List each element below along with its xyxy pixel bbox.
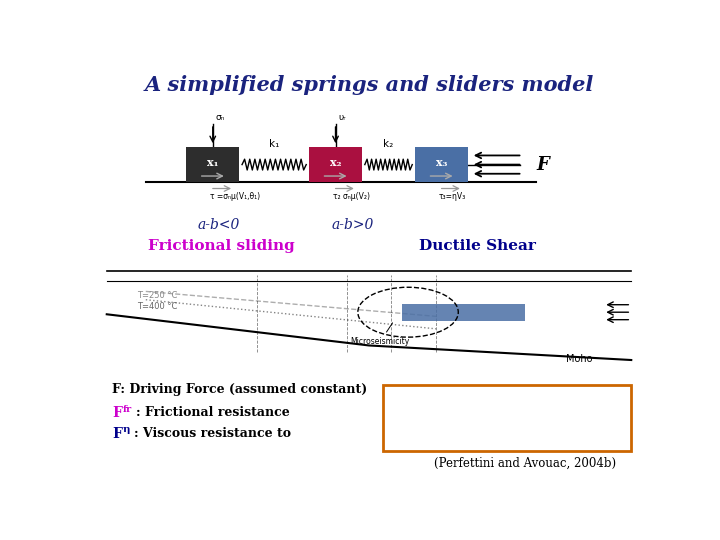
Text: Moho: Moho <box>566 354 593 364</box>
Text: fr: fr <box>438 397 446 406</box>
Text: τ₂ σₙμ(V₂): τ₂ σₙμ(V₂) <box>333 192 370 201</box>
FancyBboxPatch shape <box>402 304 526 321</box>
Text: Stick-slip: Stick-slip <box>451 432 526 445</box>
FancyBboxPatch shape <box>186 147 239 183</box>
Text: υᵣ: υᵣ <box>338 113 346 122</box>
Text: x₁: x₁ <box>207 157 218 168</box>
Text: Frictional sliding: Frictional sliding <box>148 239 294 253</box>
Text: η: η <box>473 397 480 406</box>
Text: F: F <box>536 156 549 173</box>
Text: (Perfettini and Avouac, 2004b): (Perfettini and Avouac, 2004b) <box>434 457 616 470</box>
Text: Microseismicity: Microseismicity <box>351 323 410 346</box>
Text: k₂: k₂ <box>384 139 394 149</box>
Text: F: Driving Force (assumed constant): F: Driving Force (assumed constant) <box>112 383 368 396</box>
Text: a-b<0: a-b<0 <box>197 218 240 232</box>
Text: τ =σₙμ(V₁,θ₁): τ =σₙμ(V₁,θ₁) <box>210 192 260 201</box>
Text: + F: + F <box>449 399 477 411</box>
Text: F: F <box>112 406 122 420</box>
Text: η: η <box>122 426 130 434</box>
Text: x₃: x₃ <box>436 157 447 168</box>
Text: k₁: k₁ <box>269 139 279 149</box>
Text: fr: fr <box>438 430 446 439</box>
Text: F < F: F < F <box>396 415 433 428</box>
Text: fr: fr <box>122 404 132 414</box>
Text: : Frictional resistance: : Frictional resistance <box>136 406 289 419</box>
Text: No slip: No slip <box>451 415 505 428</box>
Text: F = F: F = F <box>396 399 433 411</box>
Text: τ₃=ηV₃: τ₃=ηV₃ <box>438 192 466 201</box>
Text: Ductile Shear: Ductile Shear <box>419 239 536 253</box>
Text: F: F <box>112 427 122 441</box>
FancyBboxPatch shape <box>415 147 468 183</box>
FancyBboxPatch shape <box>309 147 362 183</box>
FancyBboxPatch shape <box>107 262 631 368</box>
Text: x₂: x₂ <box>330 157 341 168</box>
Text: fr: fr <box>438 414 446 423</box>
Text: A simplified springs and sliders model: A simplified springs and sliders model <box>145 75 593 95</box>
Text: T=250 °C: T=250 °C <box>138 291 178 300</box>
Text: F > F: F > F <box>396 432 433 445</box>
Text: T=400 °C: T=400 °C <box>138 302 178 311</box>
Text: : Viscous resistance to: : Viscous resistance to <box>133 427 291 440</box>
Text: a-b>0: a-b>0 <box>331 218 374 232</box>
FancyBboxPatch shape <box>383 385 631 451</box>
Text: σₙ: σₙ <box>215 113 225 122</box>
